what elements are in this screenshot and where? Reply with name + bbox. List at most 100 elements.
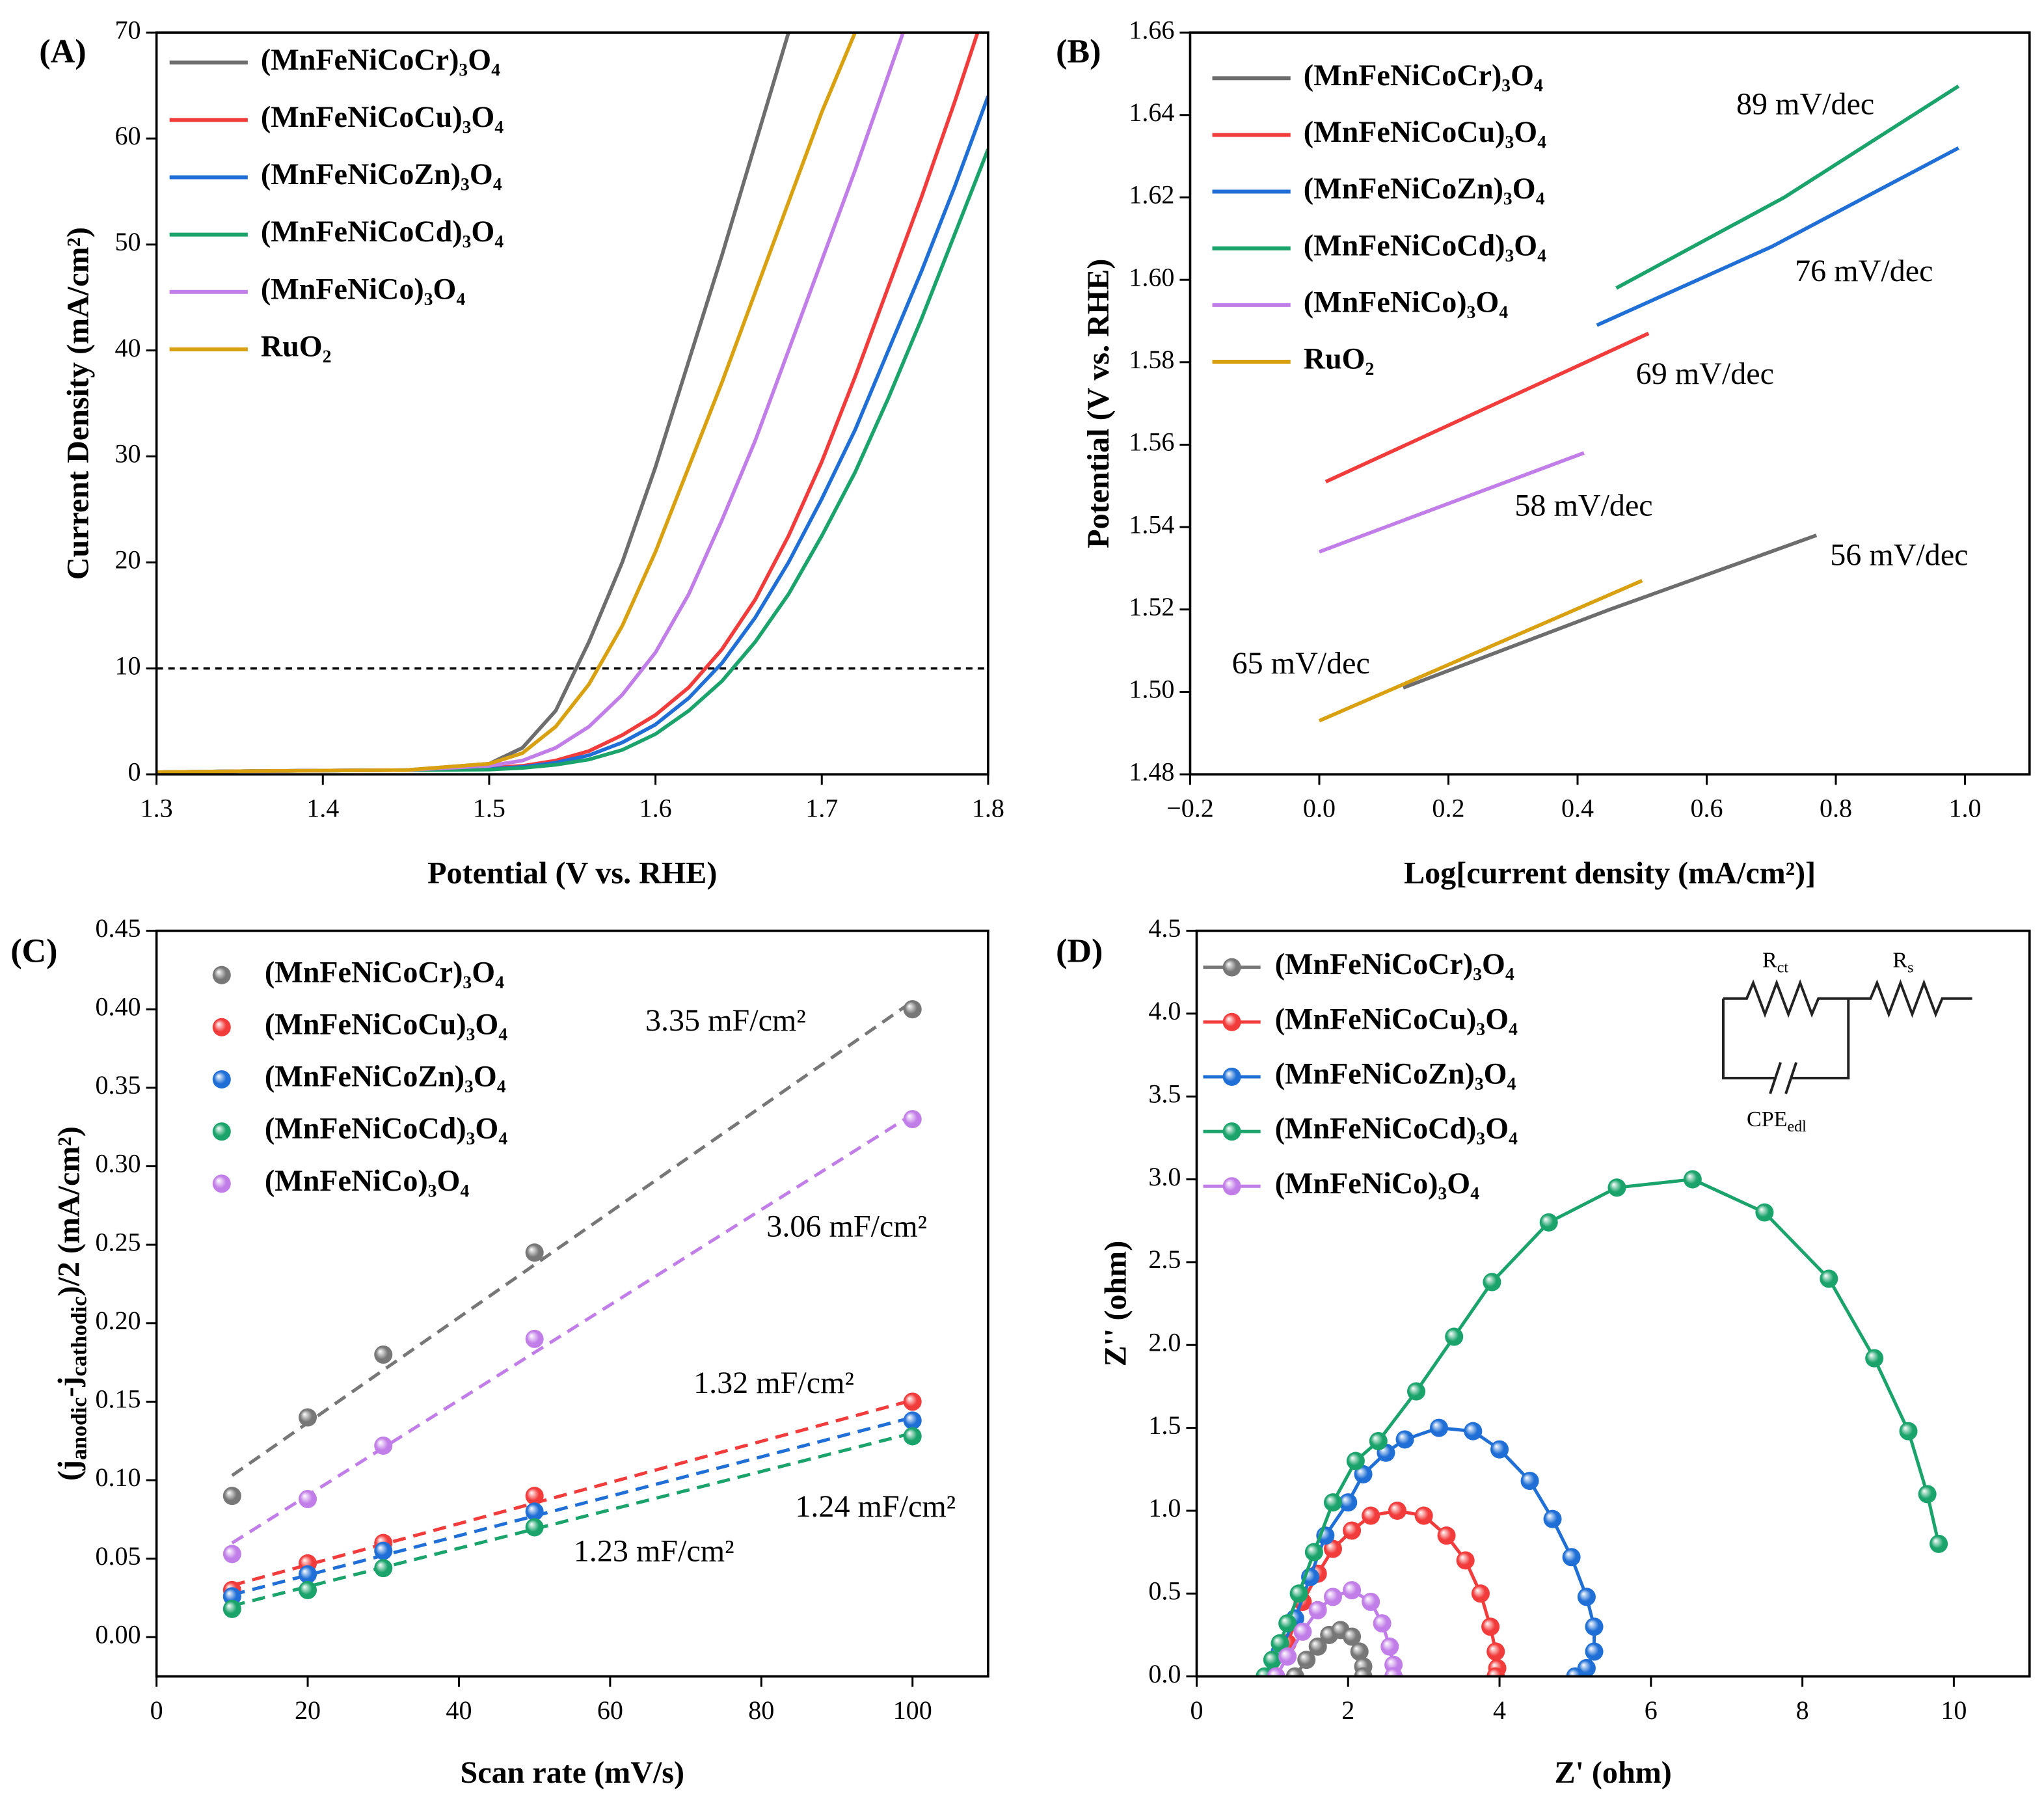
data-point bbox=[1865, 1349, 1884, 1368]
y-axis-label: Current Density (mA/cm²) bbox=[61, 227, 95, 580]
y-tick-label: 0.00 bbox=[95, 1620, 141, 1649]
data-point bbox=[1350, 1642, 1369, 1661]
y-axis-label-subscript: cathodic bbox=[67, 1297, 91, 1377]
circuit-label-base: CPE bbox=[1747, 1107, 1787, 1131]
data-point bbox=[1395, 1430, 1414, 1449]
data-point bbox=[1566, 1667, 1585, 1677]
data-point bbox=[1429, 1418, 1448, 1437]
slope-label: 69 mV/dec bbox=[1636, 357, 1774, 391]
legend-label: (MnFeNiCoCu)₃O₄ bbox=[1304, 115, 1546, 148]
y-tick-label: 1.52 bbox=[1129, 592, 1174, 621]
data-point bbox=[1562, 1548, 1581, 1567]
y-axis-label-subscript: anodic bbox=[67, 1398, 91, 1461]
x-axis-label: Log[current density (mA/cm²)] bbox=[1404, 856, 1816, 890]
x-axis-label: Z' (ohm) bbox=[1554, 1755, 1671, 1790]
data-point bbox=[1445, 1327, 1464, 1346]
data-point bbox=[1343, 1627, 1362, 1646]
data-point bbox=[1289, 1584, 1308, 1603]
x-tick-label: 2 bbox=[1341, 1696, 1354, 1725]
data-line bbox=[1318, 578, 1643, 723]
x-axis-label: Scan rate (mV/s) bbox=[461, 1755, 684, 1790]
y-tick-label: 0.05 bbox=[95, 1541, 141, 1571]
legend-label: RuO₂ bbox=[261, 330, 332, 363]
data-point bbox=[1369, 1431, 1388, 1451]
data-point bbox=[1820, 1269, 1838, 1288]
data-point bbox=[1267, 1667, 1285, 1677]
y-tick-label: 0.25 bbox=[95, 1227, 141, 1256]
data-point bbox=[1437, 1526, 1456, 1545]
y-axis-label: Z'' (ohm) bbox=[1098, 1241, 1133, 1367]
data-point bbox=[1486, 1642, 1505, 1661]
capacitor-plate bbox=[1784, 1062, 1798, 1094]
panel-label: (C) bbox=[10, 933, 57, 970]
data-point bbox=[222, 1587, 241, 1606]
y-tick-label: 1.0 bbox=[1148, 1493, 1181, 1522]
y-tick-label: 40 bbox=[115, 333, 141, 362]
data-point bbox=[1343, 1521, 1362, 1540]
capacitor-plate bbox=[1769, 1062, 1782, 1094]
x-tick-label: 0 bbox=[1190, 1696, 1203, 1725]
x-tick-label: 100 bbox=[893, 1696, 932, 1725]
legend-swatch bbox=[1222, 1177, 1241, 1196]
data-point bbox=[525, 1243, 544, 1262]
y-tick-label: 0.40 bbox=[95, 992, 141, 1021]
circuit-label: Rs bbox=[1892, 948, 1913, 976]
x-axis-label: Potential (V vs. RHE) bbox=[427, 856, 717, 890]
data-point bbox=[299, 1565, 317, 1584]
data-line bbox=[1615, 85, 1960, 290]
data-point bbox=[1406, 1382, 1426, 1401]
legend-label: (MnFeNiCo)₃O₄ bbox=[265, 1164, 469, 1197]
data-point bbox=[1308, 1601, 1327, 1619]
y-tick-label: 3.0 bbox=[1148, 1162, 1181, 1191]
data-point bbox=[1930, 1534, 1948, 1553]
x-tick-label: 1.4 bbox=[306, 793, 339, 822]
legend-label: (MnFeNiCoCr)₃O₄ bbox=[261, 43, 500, 76]
data-point bbox=[1373, 1614, 1392, 1633]
y-tick-label: 0.35 bbox=[95, 1070, 141, 1100]
y-tick-label: 50 bbox=[115, 227, 141, 256]
y-tick-label: 10 bbox=[115, 651, 141, 680]
x-tick-label: 1.5 bbox=[473, 793, 505, 822]
legend-swatch bbox=[212, 1174, 231, 1193]
data-point bbox=[1899, 1422, 1918, 1440]
data-point bbox=[1414, 1506, 1433, 1525]
legend-label: (MnFeNiCoCu)₃O₄ bbox=[265, 1007, 507, 1040]
plot-frame bbox=[155, 929, 989, 1678]
data-point bbox=[1293, 1622, 1312, 1641]
plot-frame bbox=[1189, 31, 2031, 776]
y-tick-label: 1.58 bbox=[1129, 345, 1174, 374]
circuit-label-subscript: ct bbox=[1777, 959, 1789, 976]
data-point bbox=[525, 1518, 544, 1537]
y-tick-label: 0.5 bbox=[1148, 1576, 1181, 1605]
x-tick-label: 1.6 bbox=[639, 793, 672, 822]
x-tick-label: 0.4 bbox=[1561, 793, 1594, 822]
y-tick-label: 2.0 bbox=[1148, 1327, 1181, 1357]
x-tick-label: 80 bbox=[748, 1696, 774, 1725]
data-point bbox=[1683, 1170, 1702, 1189]
x-tick-label: 40 bbox=[446, 1696, 472, 1725]
slope-label: 58 mV/dec bbox=[1514, 488, 1652, 522]
data-point bbox=[1323, 1539, 1343, 1558]
data-point bbox=[1339, 1493, 1358, 1512]
data-point bbox=[1278, 1614, 1297, 1633]
x-tick-label: 0.0 bbox=[1303, 793, 1336, 822]
data-point bbox=[1271, 1634, 1289, 1653]
plot-area bbox=[156, 33, 988, 774]
circuit-label: CPEedl bbox=[1747, 1107, 1807, 1135]
x-tick-label: −0.2 bbox=[1166, 793, 1214, 822]
legend-label: (MnFeNiCoZn)₃O₄ bbox=[1275, 1057, 1516, 1090]
y-tick-label: 1.48 bbox=[1129, 757, 1174, 786]
plot-frame bbox=[1195, 929, 2031, 1678]
data-point bbox=[1346, 1452, 1365, 1470]
data-point bbox=[1481, 1617, 1500, 1636]
x-tick-label: 1.7 bbox=[805, 793, 838, 822]
legend-label: (MnFeNiCo)₃O₄ bbox=[261, 272, 465, 305]
data-point bbox=[1343, 1581, 1362, 1600]
legend-label: (MnFeNiCoCd)₃O₄ bbox=[265, 1112, 507, 1145]
plot-area bbox=[1318, 85, 1960, 723]
data-line bbox=[1318, 451, 1585, 554]
slope-label: 65 mV/dec bbox=[1232, 646, 1370, 681]
data-point bbox=[1323, 1588, 1343, 1606]
